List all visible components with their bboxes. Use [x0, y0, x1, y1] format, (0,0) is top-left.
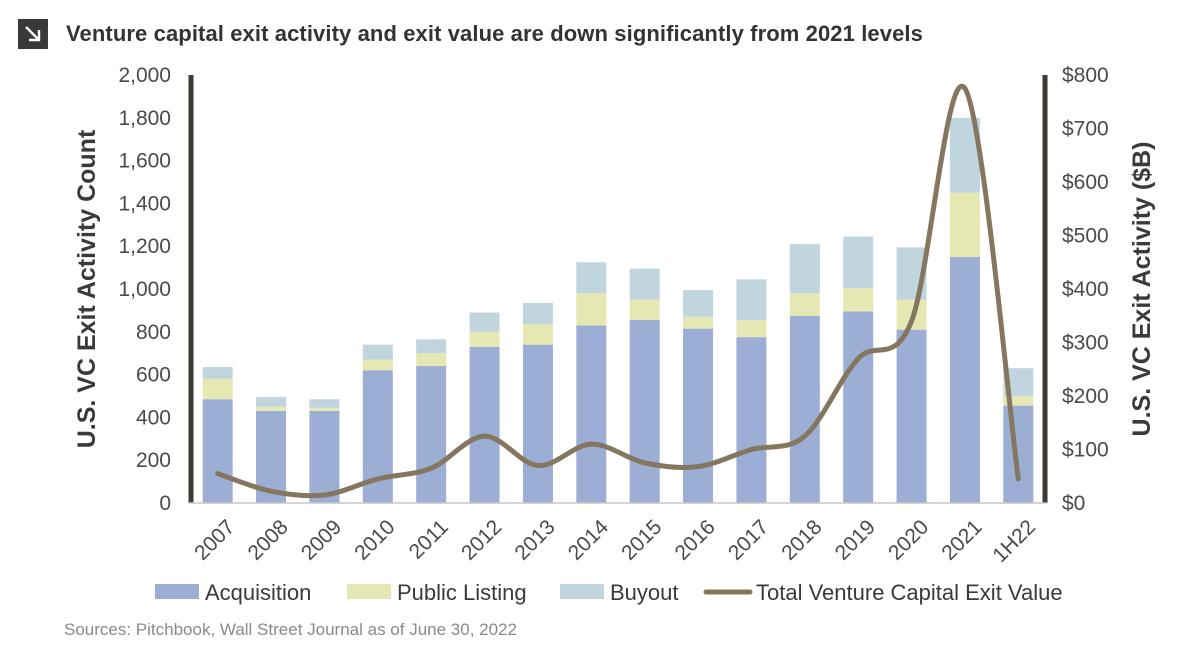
bar-buyout — [576, 262, 607, 294]
bar-public-listing — [789, 293, 820, 316]
legend-label: Buyout — [610, 580, 679, 605]
bar-buyout — [683, 290, 714, 317]
bar-buyout — [362, 344, 393, 360]
y-tick-label: 200 — [136, 449, 171, 472]
y-right-tick-label: $0 — [1062, 492, 1085, 515]
bar-public-listing — [362, 359, 393, 371]
bar-buyout — [522, 302, 553, 325]
bar-buyout — [469, 312, 500, 332]
y-right-axis-title: U.S. VC Exit Activity ($B) — [1128, 142, 1156, 437]
bar-acquisition — [202, 399, 233, 503]
y-tick-label: 1,800 — [118, 107, 171, 130]
bar-public-listing — [576, 293, 607, 326]
y-tick-label: 400 — [136, 406, 171, 429]
y-right-tick-label: $200 — [1062, 385, 1109, 408]
legend-label: Acquisition — [205, 580, 311, 605]
bar-acquisition — [949, 256, 980, 503]
bar-acquisition — [683, 328, 714, 503]
bar-acquisition — [896, 329, 927, 503]
x-tick-label: 2007 — [190, 515, 239, 564]
x-tick-label: 1H22 — [988, 515, 1040, 567]
y-tick-label: 1,000 — [118, 278, 171, 301]
x-tick-label: 2012 — [457, 515, 506, 564]
arrow-down-right-icon — [18, 19, 48, 49]
bar-public-listing — [416, 353, 447, 367]
x-tick-label: 2008 — [243, 515, 292, 564]
bar-public-listing — [949, 192, 980, 257]
y-right-tick-label: $800 — [1062, 64, 1109, 87]
bar-buyout — [416, 339, 447, 354]
x-tick-label: 2011 — [405, 515, 453, 563]
bar-buyout — [256, 397, 287, 407]
bar-acquisition — [629, 320, 660, 503]
x-tick-label: 2021 — [937, 515, 986, 564]
y-right-tick-label: $400 — [1062, 278, 1109, 301]
bar-buyout — [736, 279, 767, 321]
bar-acquisition — [576, 325, 607, 503]
bar-buyout — [629, 268, 660, 300]
chart-header: Venture capital exit activity and exit v… — [18, 16, 923, 52]
bar-public-listing — [469, 331, 500, 347]
x-tick-label: 2013 — [510, 515, 559, 564]
y-tick-label: 2,000 — [118, 64, 171, 87]
legend-swatch-public-listing — [347, 584, 391, 599]
legend-swatch-buyout — [560, 584, 604, 599]
bar-public-listing — [736, 320, 767, 338]
y-tick-label: 1,400 — [118, 192, 171, 215]
bar-public-listing — [843, 287, 874, 312]
source-note: Sources: Pitchbook, Wall Street Journal … — [64, 620, 517, 639]
line-total-exit-value — [215, 83, 1021, 499]
x-tick-label: 2019 — [831, 515, 880, 564]
y-tick-label: 0 — [159, 492, 171, 515]
bar-acquisition — [1003, 405, 1034, 503]
bar-buyout — [789, 244, 820, 294]
bar-public-listing — [1003, 396, 1034, 406]
x-tick-label: 2009 — [297, 515, 346, 564]
bar-buyout — [309, 399, 340, 408]
bar-public-listing — [522, 324, 553, 345]
x-tick-label: 2018 — [777, 515, 826, 564]
bar-public-listing — [202, 378, 233, 400]
legend-label: Public Listing — [397, 580, 527, 605]
bar-acquisition — [843, 311, 874, 503]
legend-swatch-acquisition — [155, 584, 199, 599]
bar-acquisition — [469, 346, 500, 503]
bar-public-listing — [683, 316, 714, 329]
bar-public-listing — [309, 407, 340, 411]
y-axis-title: U.S. VC Exit Activity Count — [73, 129, 101, 448]
legend-label: Total Venture Capital Exit Value — [756, 580, 1063, 605]
y-tick-label: 600 — [136, 364, 171, 387]
bar-buyout — [843, 236, 874, 288]
bar-public-listing — [256, 406, 287, 411]
y-tick-label: 800 — [136, 321, 171, 344]
x-tick-label: 2014 — [564, 515, 614, 565]
x-tick-label: 2015 — [617, 515, 666, 564]
y-right-tick-label: $500 — [1062, 225, 1109, 248]
y-tick-label: 1,200 — [118, 235, 171, 258]
y-right-tick-label: $300 — [1062, 332, 1109, 355]
bar-public-listing — [629, 299, 660, 321]
x-tick-label: 2016 — [670, 515, 719, 564]
bar-acquisition — [736, 337, 767, 503]
y-right-tick-label: $600 — [1062, 171, 1109, 194]
bar-buyout — [202, 367, 233, 379]
y-right-tick-label: $100 — [1062, 439, 1109, 462]
bar-acquisition — [522, 344, 553, 503]
x-tick-label: 2020 — [884, 515, 933, 564]
y-tick-label: 1,600 — [118, 150, 171, 173]
chart-title: Venture capital exit activity and exit v… — [66, 21, 923, 46]
bar-acquisition — [309, 410, 340, 503]
x-tick-label: 2017 — [724, 515, 773, 564]
y-right-tick-label: $700 — [1062, 118, 1109, 141]
bar-acquisition — [416, 366, 447, 503]
bar-acquisition — [789, 315, 820, 503]
x-tick-label: 2010 — [350, 515, 399, 564]
